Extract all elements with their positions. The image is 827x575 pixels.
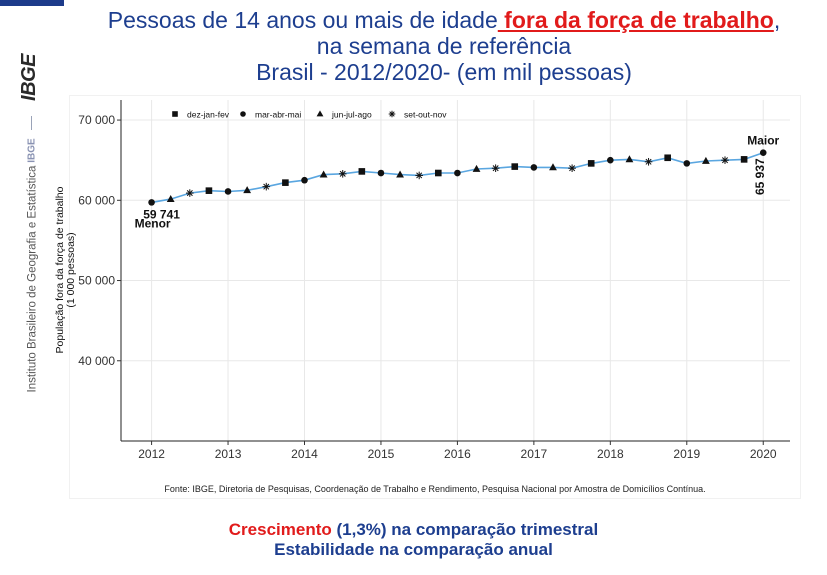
marker-asterisk	[568, 164, 576, 172]
min-annotation-label: Menor	[135, 216, 171, 230]
legend-label: jun-jul-ago	[331, 110, 372, 120]
marker-asterisk	[388, 110, 396, 118]
marker-asterisk	[262, 182, 271, 191]
max-annotation-label: Maior	[747, 134, 779, 148]
marker-square	[358, 168, 366, 175]
marker-triangle	[625, 155, 634, 163]
asterisk-stroke	[569, 165, 576, 172]
legend-label: dez-jan-fev	[187, 110, 230, 120]
legend-label: mar-abr-mai	[255, 110, 301, 120]
marker-triangle	[472, 164, 481, 172]
marker-square	[511, 163, 519, 170]
x-tick-label: 2013	[215, 447, 242, 461]
marker-circle	[759, 149, 767, 156]
marker-triangle	[396, 170, 404, 178]
marker-asterisk	[186, 189, 194, 197]
marker-circle	[240, 111, 246, 117]
sidebar: IBGE IBGE Instituto Brasileiro de Geogra…	[0, 0, 64, 575]
x-tick-label: 2020	[750, 447, 777, 461]
chart-legend: dez-jan-fev mar-abr-mai jun-jul-ago set-out…	[172, 110, 447, 120]
legend-label: set-out-nov	[404, 110, 447, 120]
footer-line-2: Estabilidade na comparação anual	[274, 540, 553, 560]
asterisk-stroke	[492, 165, 499, 172]
y-axis-label: População fora da força de trabalho	[54, 186, 66, 353]
x-tick-label: 2012	[138, 447, 165, 461]
marker-triangle	[319, 170, 328, 178]
asterisk-stroke	[263, 183, 270, 190]
marker-asterisk	[338, 170, 347, 178]
marker-circle	[377, 169, 385, 177]
footer-line-1-rest: (1,3%) na comparação trimestral	[331, 520, 599, 539]
x-tick-label: 2014	[291, 447, 318, 461]
footer-highlight: Crescimento	[228, 520, 332, 539]
title-line-3: Brasil - 2012/2020- (em mil pessoas)	[256, 58, 632, 85]
y-tick-label: 70 000	[78, 113, 115, 127]
marker-circle	[607, 156, 614, 164]
chart-axes: 40 000 50 000 60 000 70 000 2012 2013 2014 2015…	[78, 100, 790, 461]
marker-triangle	[701, 156, 710, 164]
chart-series	[148, 149, 767, 206]
marker-triangle	[549, 163, 557, 171]
marker-asterisk	[644, 157, 653, 166]
asterisk-stroke	[645, 158, 652, 165]
x-tick-label: 2016	[444, 447, 471, 461]
y-tick-label: 50 000	[78, 274, 115, 288]
marker-circle	[683, 160, 691, 167]
marker-triangle	[316, 110, 324, 117]
marker-asterisk	[415, 171, 423, 180]
min-value-label: 59 741	[143, 207, 180, 221]
marker-square	[587, 160, 595, 167]
marker-asterisk	[721, 156, 729, 164]
marker-triangle	[166, 194, 175, 202]
x-tick-label: 2019	[673, 447, 700, 461]
marker-triangle	[243, 186, 252, 194]
footer-line-1: Crescimento (1,3%) na comparação trimest…	[0, 520, 827, 540]
top-accent-bar	[0, 0, 64, 6]
marker-square	[282, 179, 289, 186]
chart-grid	[121, 100, 790, 441]
marker-square	[434, 169, 442, 177]
source-note: Fonte: IBGE, Diretoria de Pesquisas, Coo…	[164, 484, 706, 494]
chart-panel	[70, 96, 800, 498]
asterisk-stroke	[416, 172, 423, 179]
x-tick-label: 2017	[521, 447, 548, 461]
title-part-1: Pessoas de 14 anos ou mais de idade	[107, 7, 498, 33]
marker-circle	[301, 176, 308, 184]
y-axis-unit-label: (1 000 pessoas)	[65, 232, 77, 307]
marker-square	[740, 156, 748, 163]
footer-summary: Crescimento (1,3%) na comparação trimest…	[0, 520, 827, 561]
title-line-2: na semana de referência	[316, 32, 572, 59]
title-highlight: fora da força de trabalho	[497, 7, 774, 33]
marker-circle	[148, 199, 155, 206]
asterisk-stroke	[186, 190, 193, 197]
slide-title: Pessoas de 14 anos ou mais de idade fora…	[66, 7, 822, 85]
marker-square	[172, 111, 178, 117]
marker-circle	[454, 169, 461, 177]
asterisk-stroke	[339, 170, 346, 177]
title-part-2: ,	[773, 7, 781, 33]
marker-asterisk	[491, 164, 500, 172]
marker-circle	[530, 164, 538, 171]
max-value-label: 65 937	[753, 158, 767, 195]
x-tick-label: 2015	[368, 447, 395, 461]
marker-square	[664, 154, 671, 162]
asterisk-stroke	[389, 111, 395, 117]
title-line-1: Pessoas de 14 anos ou mais de idade fora…	[66, 7, 822, 34]
y-tick-label: 40 000	[78, 354, 115, 368]
x-tick-label: 2018	[597, 447, 624, 461]
asterisk-stroke	[721, 157, 729, 164]
sidebar-divider	[31, 116, 32, 130]
marker-square	[205, 187, 213, 194]
y-tick-label: 60 000	[78, 193, 115, 207]
marker-circle	[224, 188, 232, 195]
